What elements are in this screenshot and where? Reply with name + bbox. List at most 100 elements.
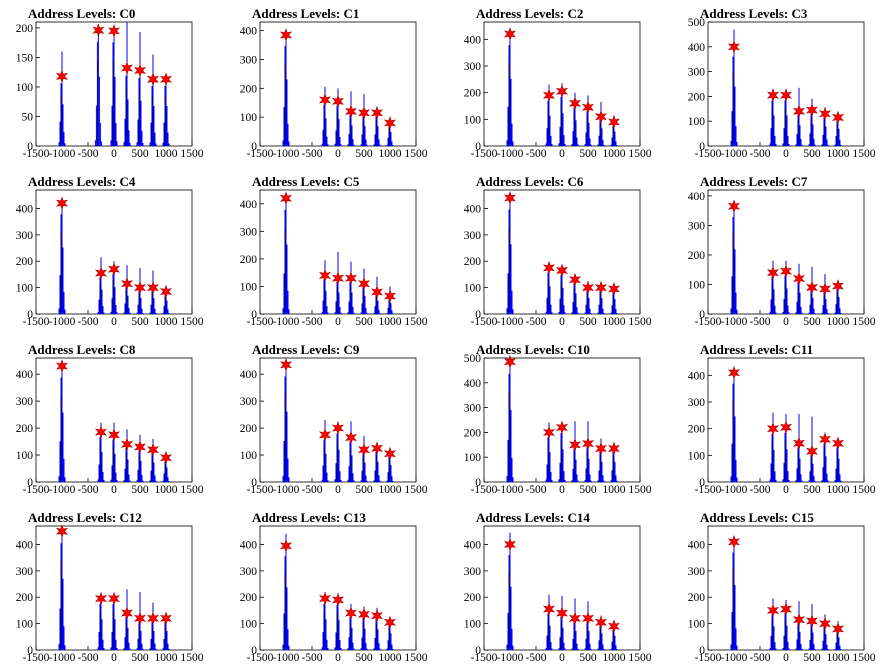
- peak-marker: [160, 611, 172, 626]
- peak-marker: [504, 354, 516, 369]
- peak-marker: [121, 61, 133, 75]
- x-tick-label: 1000: [155, 652, 178, 664]
- peak-marker: [819, 432, 831, 447]
- peak-marker: [384, 615, 396, 630]
- x-tick-label: 1000: [379, 484, 402, 496]
- y-tick-label: 500: [688, 17, 706, 29]
- y-tick-label: 0: [251, 645, 257, 657]
- x-tick-label: -1000: [49, 316, 76, 328]
- x-tick-label: 1000: [379, 316, 402, 328]
- x-tick-label: -500: [749, 484, 770, 496]
- x-tick-label: 500: [355, 484, 373, 496]
- histogram-cluster: [58, 200, 66, 314]
- chart-panel-10: Address Levels: C10 0 100 200 300 400 500 -1500…: [464, 342, 652, 496]
- histogram-cluster: [347, 91, 355, 146]
- y-tick-label: 400: [688, 191, 706, 203]
- y-tick-label: 400: [688, 42, 706, 54]
- histogram-cluster: [282, 195, 290, 314]
- x-tick-label: 0: [335, 484, 341, 496]
- peak-marker: [780, 420, 792, 435]
- peak-marker: [793, 104, 805, 119]
- x-tick-label: -1000: [497, 484, 524, 496]
- peak-marker: [819, 106, 831, 121]
- peak-marker: [556, 263, 568, 278]
- peak-marker: [728, 534, 740, 549]
- x-tick-label: 0: [559, 148, 565, 160]
- peak-marker: [504, 27, 516, 41]
- y-tick-label: 200: [464, 592, 482, 604]
- histogram-cluster: [730, 539, 738, 650]
- x-tick-label: -500: [77, 484, 98, 496]
- peak-marker: [160, 284, 172, 299]
- peak-marker: [160, 72, 172, 87]
- x-tick-label: -500: [77, 316, 98, 328]
- x-tick-label: -1500: [247, 652, 274, 664]
- peak-marker: [569, 272, 581, 287]
- panel-title: Address Levels: C4: [28, 174, 136, 189]
- peak-marker: [280, 538, 292, 553]
- panel-title: Address Levels: C2: [476, 6, 583, 21]
- y-tick-label: 100: [688, 450, 706, 462]
- peak-marker: [806, 280, 818, 295]
- x-tick-label: 1000: [603, 652, 626, 664]
- peak-marker: [134, 611, 146, 626]
- peak-marker: [358, 607, 370, 622]
- y-tick-label: 400: [240, 199, 258, 211]
- y-tick-label: 300: [688, 67, 706, 79]
- peak-marker: [56, 359, 68, 374]
- peak-marker: [134, 63, 146, 78]
- chart-panel-14: Address Levels: C14 0 100 200 300 400 -1500 -10…: [464, 510, 652, 664]
- histogram-cluster: [149, 602, 157, 650]
- x-tick-label: -500: [77, 652, 98, 664]
- x-tick-label: -500: [525, 148, 546, 160]
- peak-marker: [147, 611, 159, 626]
- histogram-cluster: [506, 532, 514, 650]
- peak-marker: [832, 110, 844, 125]
- peak-marker: [608, 282, 620, 296]
- peak-marker: [582, 100, 594, 115]
- peak-marker: [108, 262, 120, 277]
- chart-panel-6: Address Levels: C6 0 100 200 300 400 -1500 -100…: [464, 174, 652, 328]
- x-tick-label: 500: [579, 148, 597, 160]
- peak-marker: [92, 23, 105, 38]
- y-tick-label: 100: [464, 452, 482, 464]
- peak-marker: [332, 94, 344, 109]
- histogram-cluster: [386, 617, 394, 650]
- histogram-cluster: [730, 370, 738, 482]
- panel-title: Address Levels: C6: [476, 174, 584, 189]
- histogram-cluster: [821, 274, 829, 314]
- peak-marker: [832, 621, 844, 636]
- panel-title: Address Levels: C5: [252, 174, 360, 189]
- y-tick-label: 100: [464, 283, 482, 295]
- peak-marker: [595, 280, 607, 295]
- x-tick-label: 500: [803, 652, 821, 664]
- histogram-cluster: [584, 601, 592, 650]
- peak-marker: [832, 279, 844, 293]
- y-tick-label: 200: [688, 250, 706, 262]
- histogram-cluster: [162, 615, 170, 650]
- histogram-cluster: [282, 362, 290, 482]
- y-tick-label: 0: [475, 141, 481, 153]
- peak-marker: [384, 116, 396, 130]
- x-tick-label: -1500: [247, 484, 274, 496]
- x-tick-label: 0: [111, 652, 117, 664]
- panel-title: Address Levels: C9: [252, 342, 360, 357]
- y-tick-label: 300: [240, 566, 258, 578]
- x-tick-label: 0: [783, 148, 789, 160]
- x-tick-label: 500: [803, 316, 821, 328]
- histogram-cluster: [162, 452, 170, 482]
- histogram-cluster: [321, 260, 329, 314]
- peak-marker: [806, 444, 818, 459]
- x-tick-label: -1500: [23, 316, 50, 328]
- x-tick-label: -1500: [695, 316, 722, 328]
- y-tick-label: 300: [464, 566, 482, 578]
- peak-marker: [780, 264, 792, 279]
- y-tick-label: 200: [240, 83, 258, 95]
- peak-marker: [358, 276, 370, 291]
- y-tick-label: 100: [688, 619, 706, 631]
- peak-marker: [371, 285, 383, 299]
- x-tick-label: 500: [131, 316, 149, 328]
- x-tick-label: 500: [355, 652, 373, 664]
- x-tick-label: 0: [559, 652, 565, 664]
- peak-marker: [56, 196, 68, 211]
